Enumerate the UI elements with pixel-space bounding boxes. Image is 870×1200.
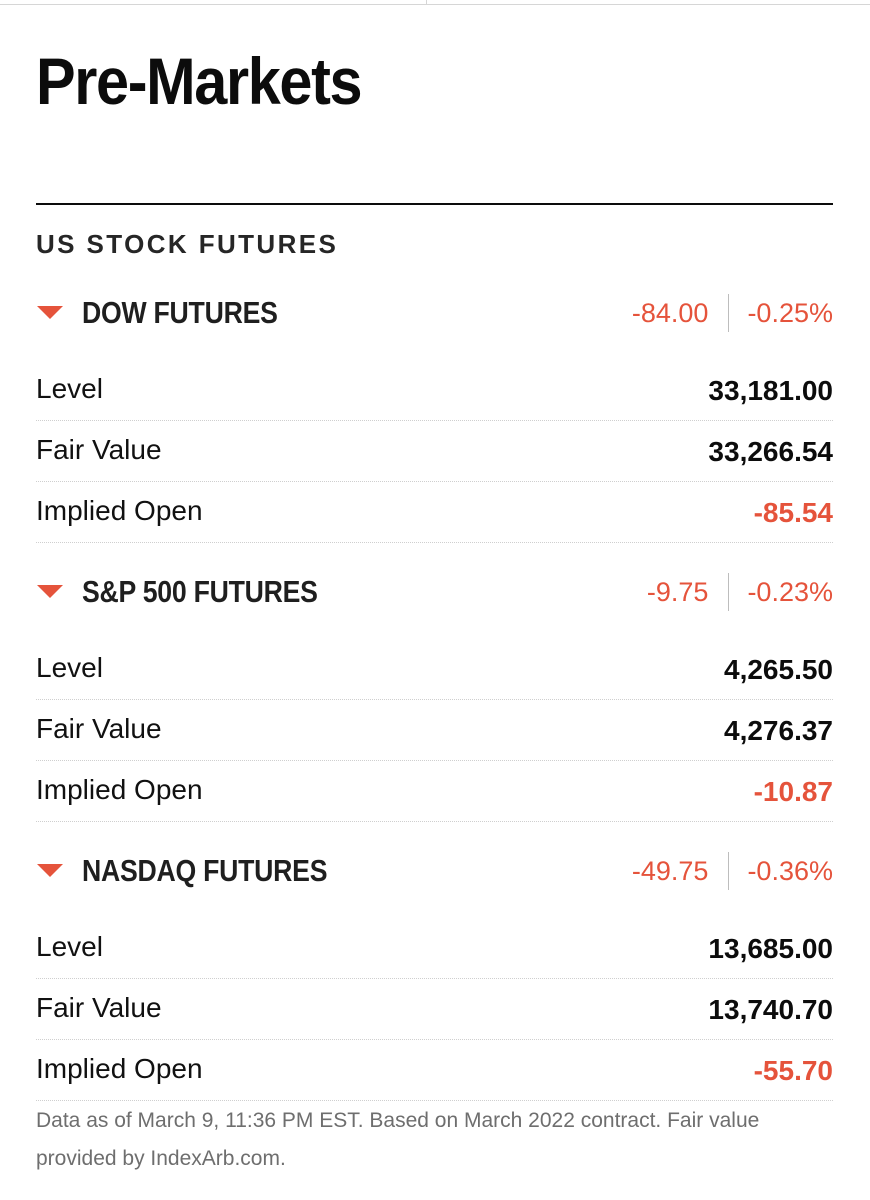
down-triangle-icon bbox=[37, 306, 63, 319]
change-percent: -0.36% bbox=[747, 855, 833, 886]
change-value: -49.75 bbox=[631, 855, 709, 886]
top-border-tick bbox=[426, 0, 427, 5]
data-row-fair-value: Fair Value 13,740.70 bbox=[36, 979, 833, 1040]
futures-header: NASDAQ FUTURES -49.75 -0.36% bbox=[36, 852, 833, 918]
top-border bbox=[0, 0, 870, 5]
row-label: Implied Open bbox=[36, 495, 203, 526]
row-label: Implied Open bbox=[36, 774, 203, 805]
row-value: 13,685.00 bbox=[708, 933, 833, 964]
data-row-implied-open: Implied Open -85.54 bbox=[36, 482, 833, 543]
futures-name: S&P 500 FUTURES bbox=[82, 574, 318, 609]
row-value: 4,265.50 bbox=[724, 654, 833, 685]
change-divider bbox=[728, 294, 730, 332]
row-value: 33,266.54 bbox=[708, 436, 833, 467]
change-percent: -0.23% bbox=[747, 576, 833, 607]
change-group: -9.75 -0.23% bbox=[647, 572, 833, 612]
row-label: Level bbox=[36, 931, 103, 962]
data-row-fair-value: Fair Value 4,276.37 bbox=[36, 700, 833, 761]
futures-block-dow: DOW FUTURES -84.00 -0.25% Level 33,181.0… bbox=[36, 294, 833, 543]
futures-block-nasdaq: NASDAQ FUTURES -49.75 -0.36% Level 13,68… bbox=[36, 852, 833, 1101]
futures-header: S&P 500 FUTURES -9.75 -0.23% bbox=[36, 573, 833, 639]
row-label: Fair Value bbox=[36, 434, 162, 465]
change-percent: -0.25% bbox=[747, 297, 833, 328]
data-footnote: Data as of March 9, 11:36 PM EST. Based … bbox=[36, 1109, 760, 1170]
futures-block-sp500: S&P 500 FUTURES -9.75 -0.23% Level 4,265… bbox=[36, 573, 833, 822]
row-value: 4,276.37 bbox=[724, 715, 833, 746]
row-label: Implied Open bbox=[36, 1053, 203, 1084]
row-value: -55.70 bbox=[753, 1055, 833, 1086]
data-row-level: Level 4,265.50 bbox=[36, 639, 833, 700]
change-divider bbox=[728, 852, 730, 890]
section-title: US STOCK FUTURES bbox=[36, 229, 339, 259]
down-triangle-icon bbox=[37, 585, 63, 598]
row-label: Level bbox=[36, 373, 103, 404]
change-value: -9.75 bbox=[646, 576, 709, 607]
data-row-level: Level 13,685.00 bbox=[36, 918, 833, 979]
futures-header: DOW FUTURES -84.00 -0.25% bbox=[36, 294, 833, 360]
data-row-implied-open: Implied Open -10.87 bbox=[36, 761, 833, 822]
row-label: Level bbox=[36, 652, 103, 683]
row-value: -85.54 bbox=[753, 497, 833, 528]
change-divider bbox=[728, 573, 730, 611]
row-label: Fair Value bbox=[36, 992, 162, 1023]
data-row-fair-value: Fair Value 33,266.54 bbox=[36, 421, 833, 482]
data-row-level: Level 33,181.00 bbox=[36, 360, 833, 421]
change-value: -84.00 bbox=[631, 297, 709, 328]
section-divider bbox=[36, 203, 833, 205]
row-value: 33,181.00 bbox=[708, 375, 833, 406]
row-value: 13,740.70 bbox=[708, 994, 833, 1025]
page-title: Pre-Markets bbox=[36, 44, 363, 118]
row-value: -10.87 bbox=[753, 776, 833, 807]
futures-name: DOW FUTURES bbox=[82, 295, 278, 330]
change-group: -84.00 -0.25% bbox=[632, 293, 833, 333]
futures-name: NASDAQ FUTURES bbox=[82, 853, 328, 888]
change-group: -49.75 -0.36% bbox=[632, 851, 833, 891]
row-label: Fair Value bbox=[36, 713, 162, 744]
down-triangle-icon bbox=[37, 864, 63, 877]
data-row-implied-open: Implied Open -55.70 bbox=[36, 1040, 833, 1101]
